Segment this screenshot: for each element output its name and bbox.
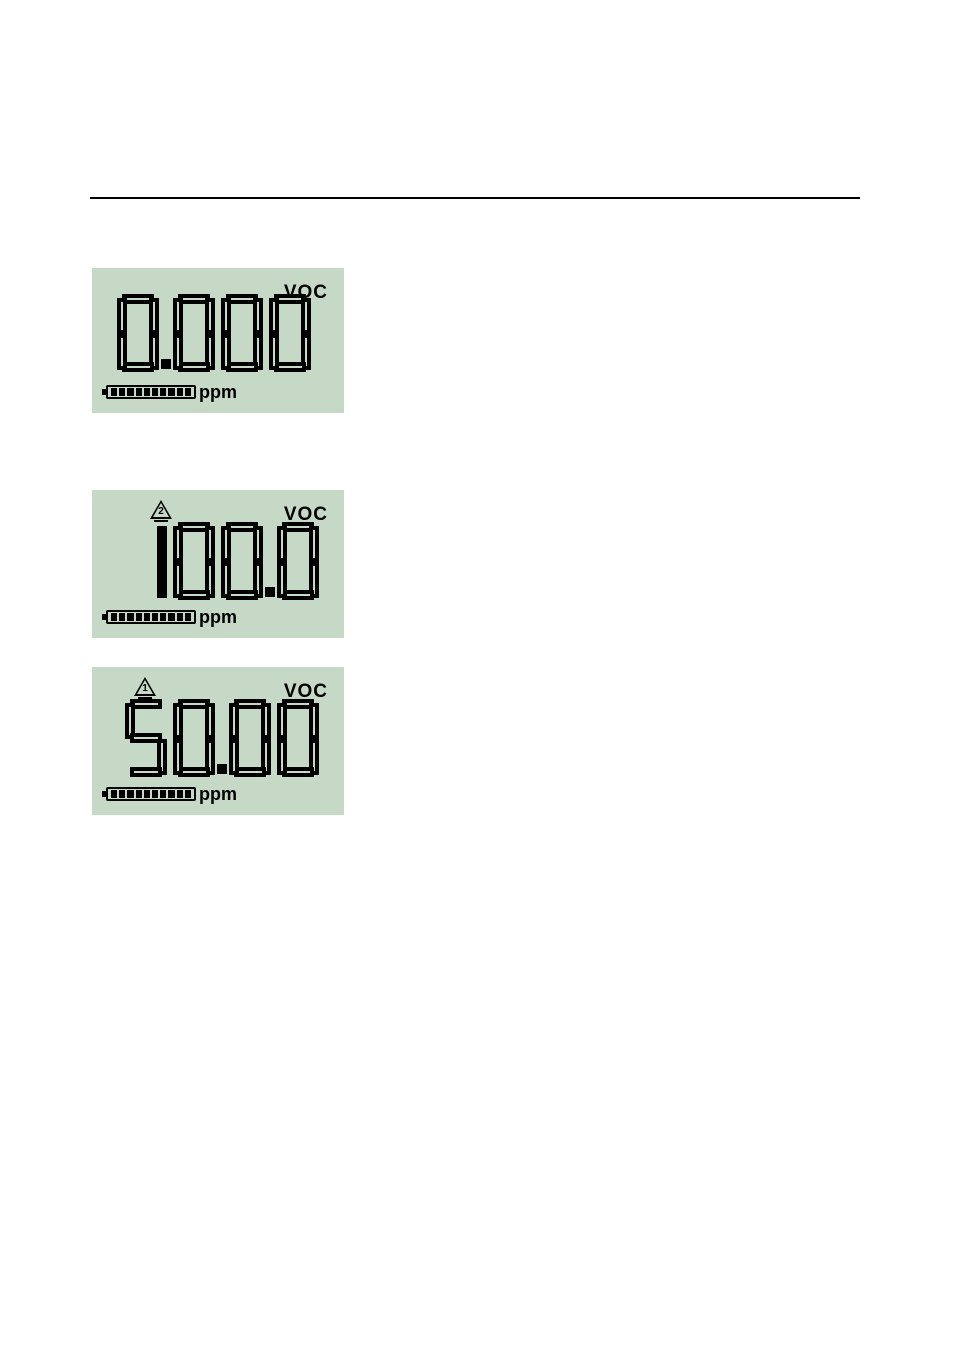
battery-icon [106, 787, 196, 801]
battery-icon [106, 385, 196, 399]
decimal-point [217, 764, 227, 774]
lcd-display-high-alarm: 2 VOC [92, 490, 344, 638]
digit-5 [125, 699, 167, 777]
decimal-point [161, 359, 171, 369]
unit-label: ppm [199, 784, 237, 805]
digit-0 [221, 294, 263, 372]
digit-readout [122, 699, 322, 777]
digit-0 [277, 699, 319, 777]
digit-0 [277, 522, 319, 600]
digit-1 [125, 522, 167, 600]
digit-0 [173, 522, 215, 600]
lcd-display-zero: VOC [92, 268, 344, 413]
page-divider [90, 197, 860, 199]
decimal-point [265, 587, 275, 597]
digit-0 [269, 294, 311, 372]
digit-0 [173, 699, 215, 777]
alarm-icon: 1 [134, 677, 156, 697]
unit-label: ppm [199, 607, 237, 628]
digit-readout [114, 294, 314, 372]
digit-0 [221, 522, 263, 600]
alarm-level: 1 [134, 683, 156, 694]
digit-0 [117, 294, 159, 372]
digit-0 [229, 699, 271, 777]
unit-label: ppm [199, 382, 237, 403]
alarm-level: 2 [150, 506, 172, 517]
battery-icon [106, 610, 196, 624]
digit-readout [122, 522, 322, 600]
page: VOC [0, 0, 954, 1350]
alarm-icon: 2 [150, 500, 172, 520]
digit-0 [173, 294, 215, 372]
lcd-display-low-alarm: 1 VOC [92, 667, 344, 815]
